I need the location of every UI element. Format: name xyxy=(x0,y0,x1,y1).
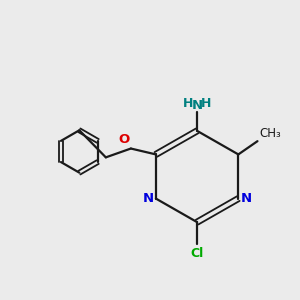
Text: N: N xyxy=(241,192,252,205)
Text: N: N xyxy=(142,192,154,205)
Text: N: N xyxy=(191,99,203,112)
Text: H: H xyxy=(201,97,212,110)
Text: CH₃: CH₃ xyxy=(259,127,281,140)
Text: H: H xyxy=(182,97,193,110)
Text: Cl: Cl xyxy=(190,247,204,260)
Text: O: O xyxy=(118,133,129,146)
